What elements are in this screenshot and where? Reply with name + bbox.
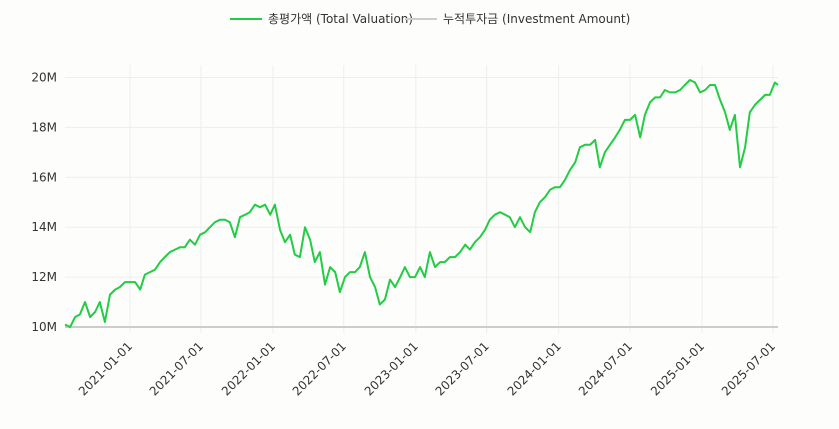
x-tick-label: 2022-07-01: [290, 339, 349, 398]
y-tick-label: 12M: [31, 270, 57, 284]
x-tick-label: 2022-01-01: [219, 339, 278, 398]
y-tick-label: 10M: [31, 320, 57, 334]
x-tick-label: 2025-01-01: [648, 339, 707, 398]
x-axis: 2021-01-01 2021-07-01 2022-01-01 2022-07-01…: [76, 339, 778, 398]
x-tick-label: 2023-07-01: [433, 339, 492, 398]
x-tick-label: 2025-07-01: [719, 339, 778, 398]
y-axis: 10M 12M 14M 16M 18M 20M: [31, 70, 57, 334]
y-tick-label: 16M: [31, 170, 57, 184]
legend-label-investment-amount: 누적투자금 (Investment Amount): [443, 12, 630, 26]
y-tick-label: 20M: [31, 70, 57, 84]
x-tick-label: 2024-07-01: [576, 339, 635, 398]
y-tick-label: 18M: [31, 120, 57, 134]
legend: 총평가액 (Total Valuation) 누적투자금 (Investment…: [230, 12, 630, 26]
grid: [65, 65, 778, 333]
series-layer: [64, 79, 779, 328]
y-tick-label: 14M: [31, 220, 57, 234]
legend-label-total-valuation: 총평가액 (Total Valuation): [268, 12, 413, 26]
x-tick-label: 2024-01-01: [505, 339, 564, 398]
series-line-total-valuation: [64, 79, 779, 328]
x-tick-label: 2021-01-01: [76, 339, 135, 398]
x-tick-label: 2023-01-01: [362, 339, 421, 398]
x-tick-label: 2021-07-01: [147, 339, 206, 398]
